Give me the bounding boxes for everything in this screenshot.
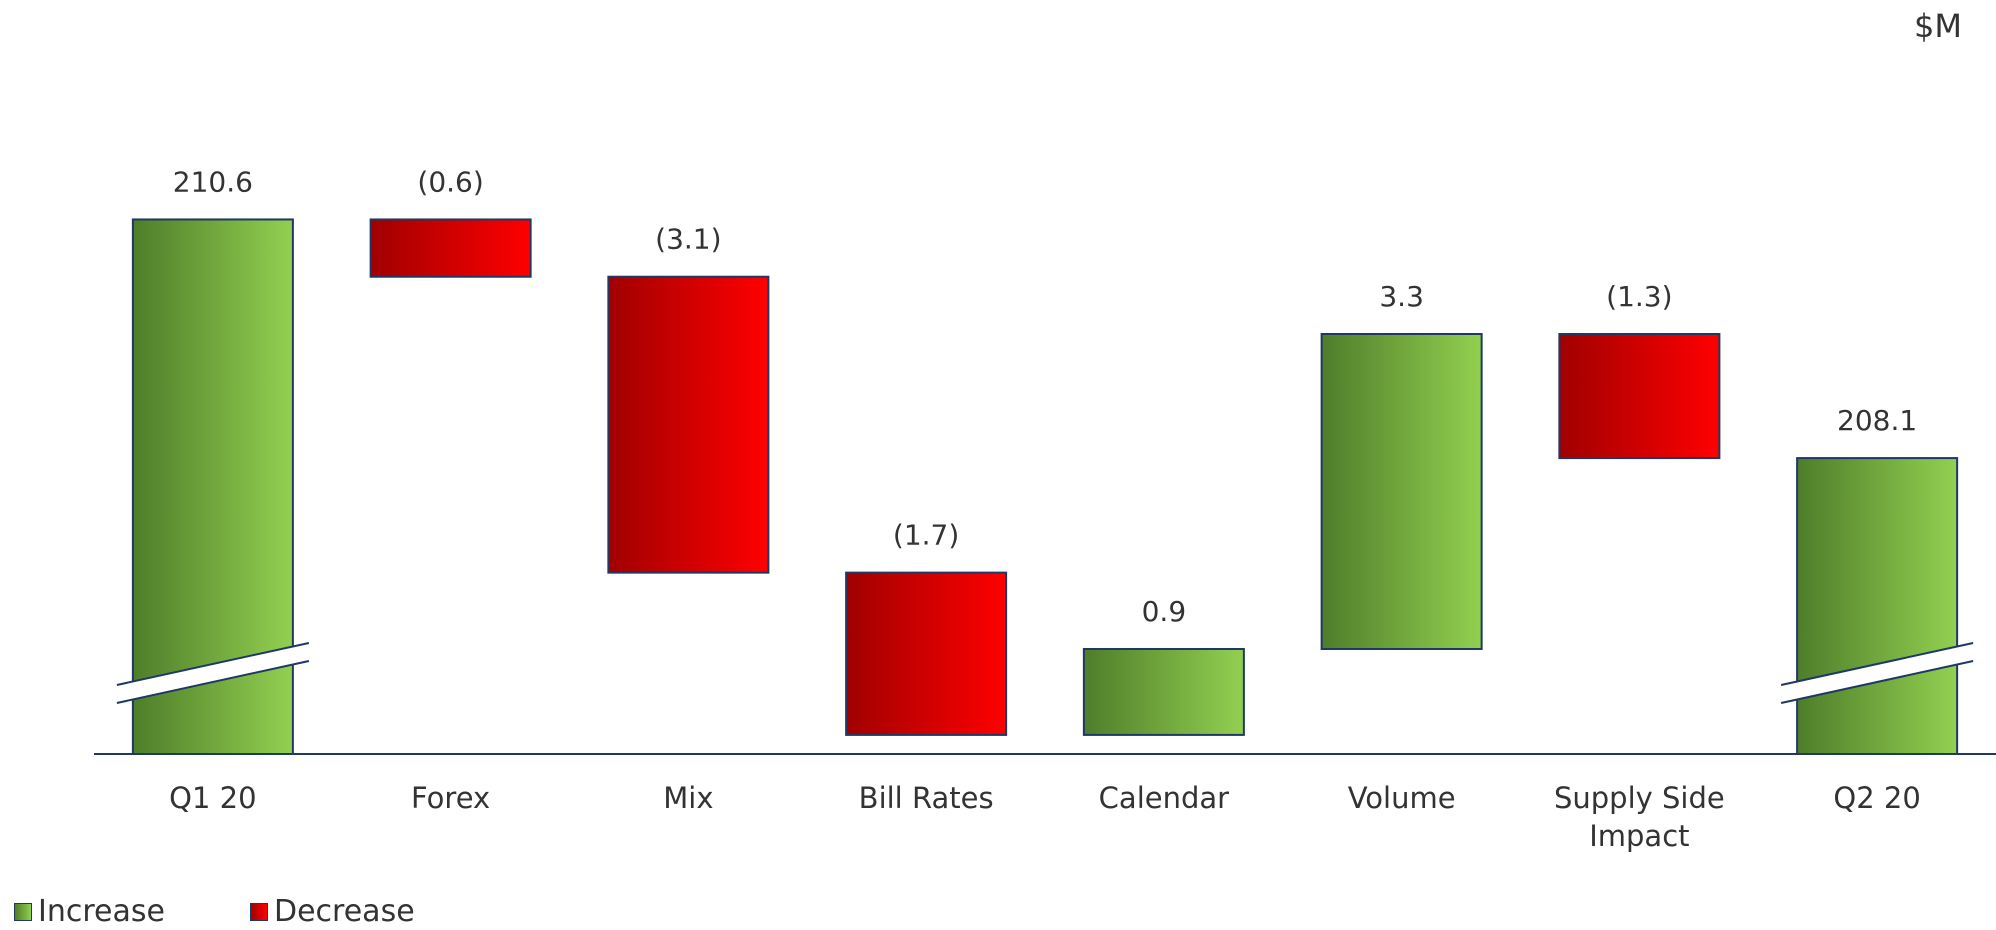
x-tick-label: Q2 20 bbox=[1833, 781, 1921, 815]
bar bbox=[1558, 333, 1721, 460]
axis-break-line bbox=[116, 660, 310, 704]
axis-break bbox=[1781, 643, 1974, 703]
value-label: (3.1) bbox=[655, 223, 721, 256]
value-label: 3.3 bbox=[1379, 280, 1424, 313]
legend-label: Increase bbox=[38, 894, 165, 929]
bar bbox=[607, 275, 770, 574]
value-label: (1.3) bbox=[1606, 280, 1672, 313]
legend-swatch bbox=[250, 902, 268, 921]
legend-item: Increase bbox=[14, 894, 165, 929]
x-tick-label: Mix bbox=[663, 781, 714, 815]
bar bbox=[1796, 457, 1959, 755]
legend-item: Decrease bbox=[250, 894, 415, 929]
axis-break-line bbox=[116, 642, 310, 686]
value-label: 208.1 bbox=[1837, 404, 1917, 437]
value-label: (1.7) bbox=[893, 519, 959, 552]
legend-swatch bbox=[14, 902, 32, 921]
x-tick-label: Supply Side Impact bbox=[1553, 781, 1725, 853]
x-tick-label: Forex bbox=[411, 781, 491, 815]
x-tick-label: Volume bbox=[1347, 781, 1456, 815]
axis-break-line bbox=[1780, 660, 1974, 704]
x-tick-label: Calendar bbox=[1098, 781, 1230, 815]
bar bbox=[1082, 648, 1245, 736]
bar bbox=[369, 218, 532, 278]
x-tick-label: Bill Rates bbox=[858, 781, 994, 815]
value-label: 210.6 bbox=[173, 165, 253, 198]
value-label: 0.9 bbox=[1142, 595, 1187, 628]
value-label: (0.6) bbox=[417, 165, 483, 198]
axis-break bbox=[116, 643, 309, 703]
bar bbox=[845, 571, 1008, 736]
unit-label: $M bbox=[1914, 7, 1962, 45]
axis-break-line bbox=[1780, 642, 1974, 686]
bar bbox=[1320, 333, 1483, 650]
legend-label: Decrease bbox=[274, 894, 415, 929]
x-tick-label: Q1 20 bbox=[169, 781, 257, 815]
